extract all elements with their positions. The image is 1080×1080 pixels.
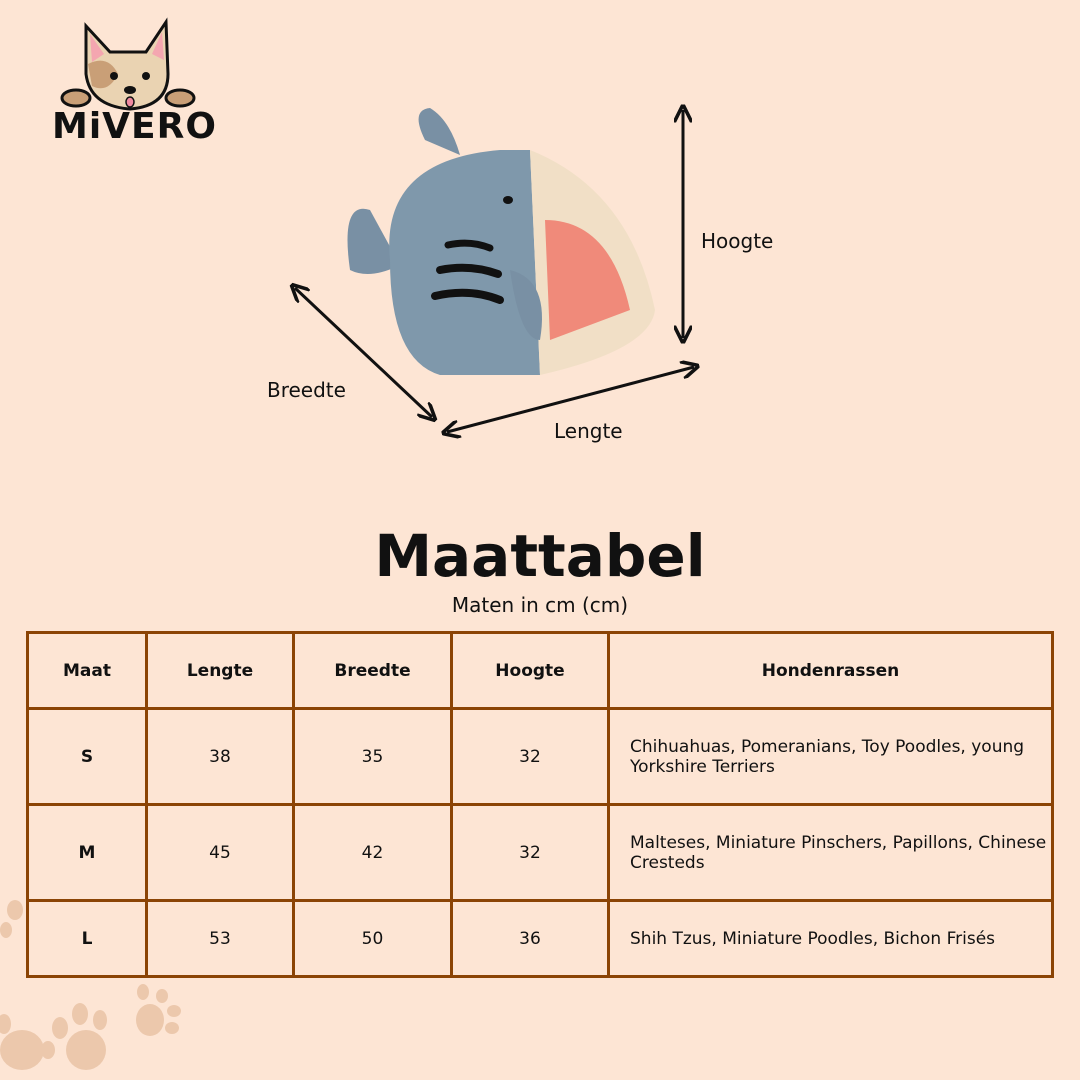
cell-width: 50	[292, 899, 453, 978]
table-row: S 38 35 32 Chihuahuas, Pomeranians, Toy …	[26, 707, 1054, 806]
table-header-row: Maat Lengte Breedte Hoogte Hondenrassen	[26, 631, 1054, 710]
paw-icon	[136, 984, 181, 1036]
cell-length: 45	[145, 803, 295, 902]
cell-breeds: Malteses, Miniature Pinschers, Papillons…	[607, 803, 1054, 902]
cell-height: 32	[450, 707, 610, 806]
size-table: Maat Lengte Breedte Hoogte Hondenrassen …	[26, 631, 1054, 978]
header-height: Hoogte	[450, 631, 610, 710]
cell-length: 53	[145, 899, 295, 978]
length-arrow	[447, 367, 694, 432]
brand-logo: MiVERO	[48, 14, 216, 149]
page-subtitle: Maten in cm (cm)	[451, 593, 629, 617]
dog-mascot-icon	[60, 17, 196, 111]
header-size: Maat	[26, 631, 148, 710]
cell-size: M	[26, 803, 148, 902]
table-row: M 45 42 32 Malteses, Miniature Pinschers…	[26, 803, 1054, 902]
brand-name: MiVERO	[52, 106, 217, 147]
cell-width: 35	[292, 707, 453, 806]
page-title: Maattabel	[374, 522, 706, 590]
cell-size: L	[26, 899, 148, 978]
cell-height: 32	[450, 803, 610, 902]
table-row: L 53 50 36 Shih Tzus, Miniature Poodles,…	[26, 899, 1054, 978]
cell-height: 36	[450, 899, 610, 978]
cell-width: 42	[292, 803, 453, 902]
cell-length: 38	[145, 707, 295, 806]
paw-icon	[0, 900, 44, 1070]
cell-breeds: Chihuahuas, Pomeranians, Toy Poodles, yo…	[607, 707, 1054, 806]
length-label: Lengte	[554, 419, 623, 443]
paw-prints-decoration	[0, 900, 181, 1070]
width-label: Breedte	[267, 378, 346, 402]
cell-size: S	[26, 707, 148, 806]
paw-icon	[41, 1003, 107, 1070]
shark-bed-image	[347, 108, 655, 375]
dimension-arrows	[0, 0, 1080, 460]
header-width: Breedte	[292, 631, 453, 710]
width-arrow	[295, 288, 432, 417]
header-length: Lengte	[145, 631, 295, 710]
header-breeds: Hondenrassen	[607, 631, 1054, 710]
height-label: Hoogte	[701, 229, 774, 253]
cell-breeds: Shih Tzus, Miniature Poodles, Bichon Fri…	[607, 899, 1054, 978]
